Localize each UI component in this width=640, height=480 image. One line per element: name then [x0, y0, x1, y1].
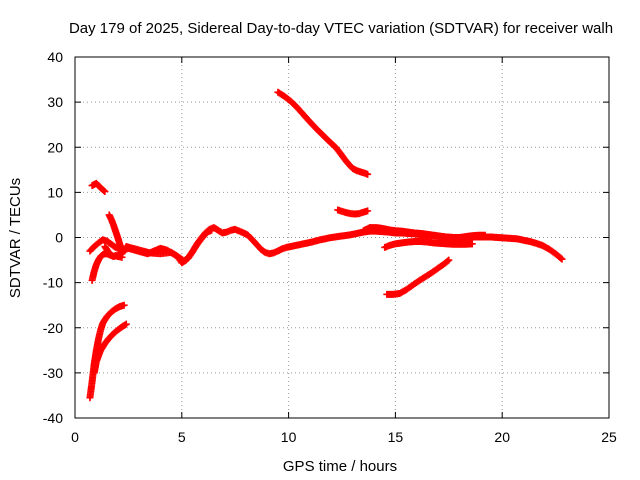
- data-point: [445, 256, 453, 264]
- data-point: [122, 320, 130, 328]
- series-arc-neg1: [381, 238, 476, 251]
- series-arc-2: [359, 224, 489, 241]
- data-point: [120, 301, 128, 309]
- series-arc-neg13: [383, 256, 453, 298]
- data-point: [101, 187, 109, 195]
- data-point: [208, 226, 216, 234]
- data-point: [558, 255, 566, 263]
- y-tick-label: -30: [43, 365, 63, 381]
- data-point: [118, 247, 126, 255]
- y-tick-label: 10: [47, 184, 63, 200]
- y-tick-label: 30: [47, 94, 63, 110]
- data-series: [86, 88, 566, 402]
- series-arc-5: [105, 211, 126, 255]
- y-tick-label: -40: [43, 410, 63, 426]
- x-tick-label: 15: [388, 429, 404, 445]
- data-point: [468, 240, 476, 248]
- y-axis-label: SDTVAR / TECUs: [7, 178, 24, 298]
- y-tick-label: -20: [43, 320, 63, 336]
- data-point: [481, 231, 489, 239]
- x-tick-label: 25: [601, 429, 617, 445]
- y-tick-label: -10: [43, 275, 63, 291]
- series-arc-steep-a: [86, 301, 128, 402]
- x-tick-label: 10: [281, 429, 297, 445]
- data-point: [364, 170, 372, 178]
- data-point-dense: [100, 187, 108, 195]
- data-point: [118, 253, 126, 261]
- data-point: [364, 207, 372, 215]
- y-tick-label: 20: [47, 139, 63, 155]
- y-tick-label: 40: [47, 49, 63, 65]
- axis-ticks: 0 5 10 15 20 25 -40 -30 -20 -10 0 10 20 30 40: [43, 49, 617, 445]
- series-arc-12: [88, 179, 109, 195]
- series-arc-6: [334, 206, 372, 218]
- x-tick-label: 0: [71, 429, 79, 445]
- chart-title: Day 179 of 2025, Sidereal Day-to-day VTE…: [69, 20, 613, 37]
- x-tick-label: 20: [494, 429, 510, 445]
- data-point-dense: [557, 254, 565, 262]
- series-arc-main: [86, 224, 566, 265]
- data-point-dense: [444, 257, 452, 265]
- x-tick-label: 5: [178, 429, 186, 445]
- series-arc-low-left: [88, 250, 126, 284]
- y-tick-label: 0: [55, 230, 63, 246]
- series-arc-32: [274, 88, 372, 178]
- x-axis-label: GPS time / hours: [283, 458, 397, 475]
- series-arc-steep-b: [90, 320, 130, 377]
